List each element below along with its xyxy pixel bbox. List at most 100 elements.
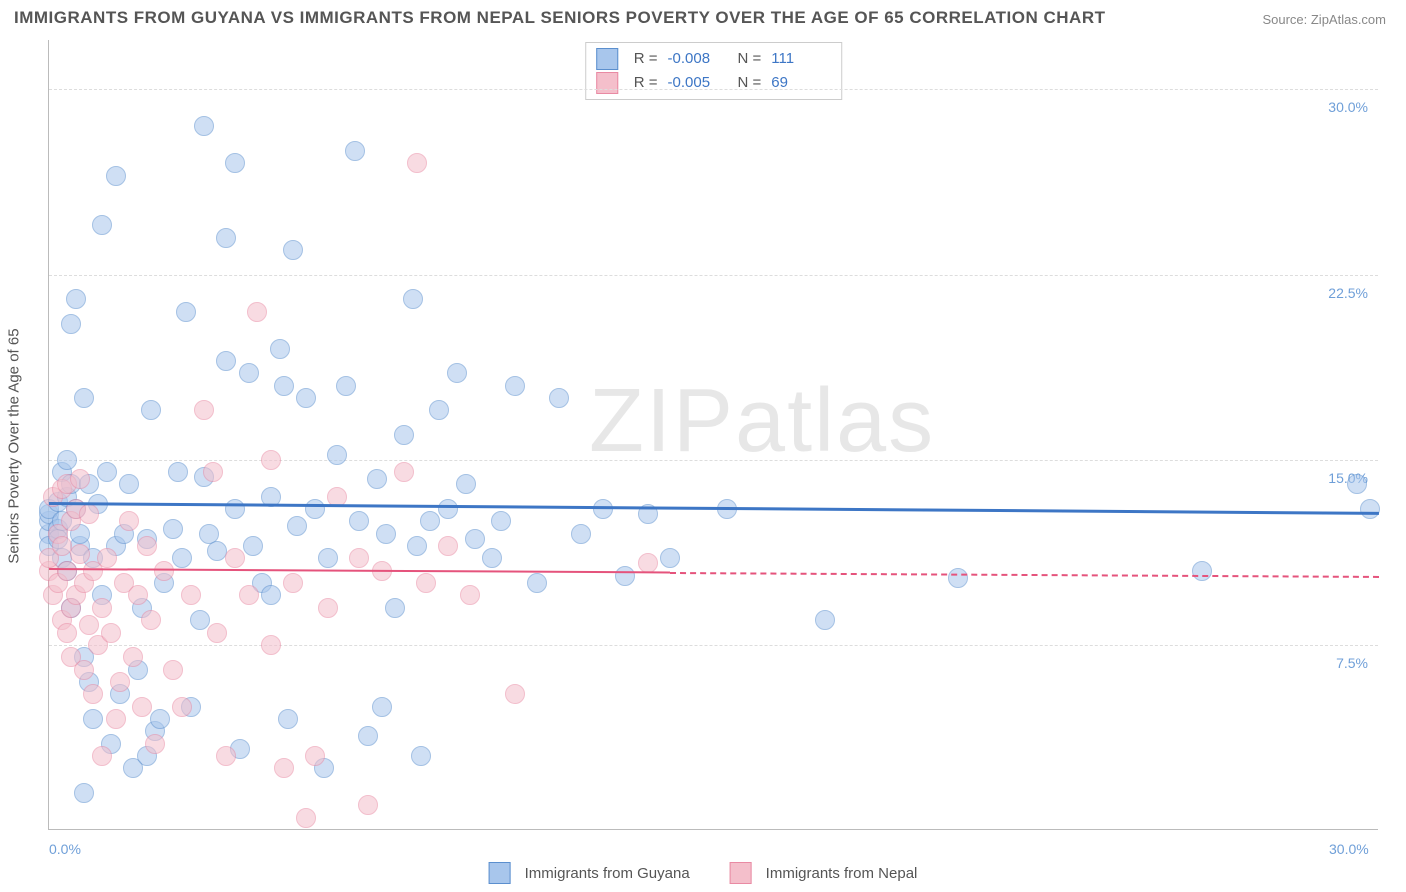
r-label: R = (634, 47, 658, 71)
scatter-point-nepal (283, 573, 303, 593)
n-value-guyana: 111 (771, 47, 831, 71)
scatter-point-guyana (394, 425, 414, 445)
scatter-point-guyana (168, 462, 188, 482)
legend-item-guyana: Immigrants from Guyana (489, 862, 690, 884)
scatter-point-nepal (305, 746, 325, 766)
scatter-point-nepal (92, 598, 112, 618)
grid-line (49, 275, 1378, 276)
scatter-point-guyana (274, 376, 294, 396)
watermark-bold: ZIP (589, 371, 735, 471)
scatter-point-nepal (225, 548, 245, 568)
scatter-point-guyana (385, 598, 405, 618)
scatter-point-nepal (132, 697, 152, 717)
r-value-guyana: -0.008 (668, 47, 728, 71)
scatter-point-nepal (141, 610, 161, 630)
scatter-point-guyana (372, 697, 392, 717)
n-label: N = (738, 71, 762, 95)
scatter-point-guyana (438, 499, 458, 519)
scatter-point-guyana (615, 566, 635, 586)
scatter-point-guyana (261, 585, 281, 605)
scatter-point-nepal (416, 573, 436, 593)
scatter-point-guyana (270, 339, 290, 359)
scatter-point-guyana (150, 709, 170, 729)
scatter-point-nepal (261, 635, 281, 655)
scatter-point-guyana (660, 548, 680, 568)
scatter-point-guyana (429, 400, 449, 420)
scatter-point-guyana (61, 314, 81, 334)
chart-title: IMMIGRANTS FROM GUYANA VS IMMIGRANTS FRO… (14, 8, 1105, 28)
chart-container: IMMIGRANTS FROM GUYANA VS IMMIGRANTS FRO… (0, 0, 1406, 892)
scatter-point-guyana (74, 783, 94, 803)
r-label: R = (634, 71, 658, 95)
scatter-point-nepal (181, 585, 201, 605)
swatch-guyana (596, 48, 618, 70)
scatter-point-guyana (119, 474, 139, 494)
scatter-point-nepal (216, 746, 236, 766)
scatter-point-nepal (318, 598, 338, 618)
source-name: ZipAtlas.com (1311, 12, 1386, 27)
scatter-point-guyana (345, 141, 365, 161)
scatter-point-guyana (447, 363, 467, 383)
scatter-point-guyana (296, 388, 316, 408)
scatter-point-nepal (207, 623, 227, 643)
scatter-point-guyana (815, 610, 835, 630)
trend-line-guyana (49, 502, 1379, 515)
scatter-point-nepal (70, 469, 90, 489)
scatter-point-guyana (1360, 499, 1380, 519)
scatter-point-nepal (349, 548, 369, 568)
scatter-point-guyana (376, 524, 396, 544)
scatter-point-guyana (571, 524, 591, 544)
scatter-point-guyana (225, 153, 245, 173)
watermark-thin: atlas (735, 371, 935, 471)
y-axis-title: Seniors Poverty Over the Age of 65 (6, 328, 23, 563)
scatter-point-guyana (1347, 474, 1367, 494)
grid-line (49, 89, 1378, 90)
n-value-nepal: 69 (771, 71, 831, 95)
scatter-point-nepal (101, 623, 121, 643)
scatter-point-guyana (411, 746, 431, 766)
scatter-point-guyana (367, 469, 387, 489)
legend-swatch-guyana (489, 862, 511, 884)
scatter-point-guyana (97, 462, 117, 482)
scatter-point-guyana (163, 519, 183, 539)
y-tick-label: 30.0% (1328, 99, 1368, 115)
scatter-point-nepal (145, 734, 165, 754)
legend-label-nepal: Immigrants from Nepal (766, 865, 918, 882)
scatter-point-nepal (119, 511, 139, 531)
legend-item-nepal: Immigrants from Nepal (730, 862, 918, 884)
scatter-point-nepal (106, 709, 126, 729)
scatter-point-nepal (74, 660, 94, 680)
scatter-point-guyana (305, 499, 325, 519)
scatter-point-nepal (194, 400, 214, 420)
scatter-point-guyana (549, 388, 569, 408)
scatter-point-guyana (176, 302, 196, 322)
scatter-point-guyana (482, 548, 502, 568)
scatter-point-guyana (349, 511, 369, 531)
scatter-point-guyana (505, 376, 525, 396)
scatter-point-nepal (407, 153, 427, 173)
scatter-point-guyana (141, 400, 161, 420)
scatter-point-nepal (92, 746, 112, 766)
scatter-point-nepal (57, 623, 77, 643)
scatter-point-guyana (456, 474, 476, 494)
scatter-point-guyana (243, 536, 263, 556)
scatter-point-nepal (239, 585, 259, 605)
legend-swatch-nepal (730, 862, 752, 884)
scatter-point-nepal (70, 544, 90, 564)
scatter-point-guyana (358, 726, 378, 746)
scatter-point-guyana (74, 388, 94, 408)
scatter-point-guyana (336, 376, 356, 396)
scatter-point-nepal (505, 684, 525, 704)
scatter-point-nepal (57, 561, 77, 581)
scatter-point-guyana (491, 511, 511, 531)
scatter-point-guyana (527, 573, 547, 593)
scatter-point-nepal (358, 795, 378, 815)
stat-row-nepal: R = -0.005 N = 69 (596, 71, 832, 95)
watermark: ZIPatlas (589, 370, 935, 473)
grid-line (49, 460, 1378, 461)
scatter-point-guyana (190, 610, 210, 630)
scatter-point-nepal (83, 684, 103, 704)
scatter-point-nepal (394, 462, 414, 482)
y-tick-label: 22.5% (1328, 285, 1368, 301)
scatter-point-guyana (57, 450, 77, 470)
